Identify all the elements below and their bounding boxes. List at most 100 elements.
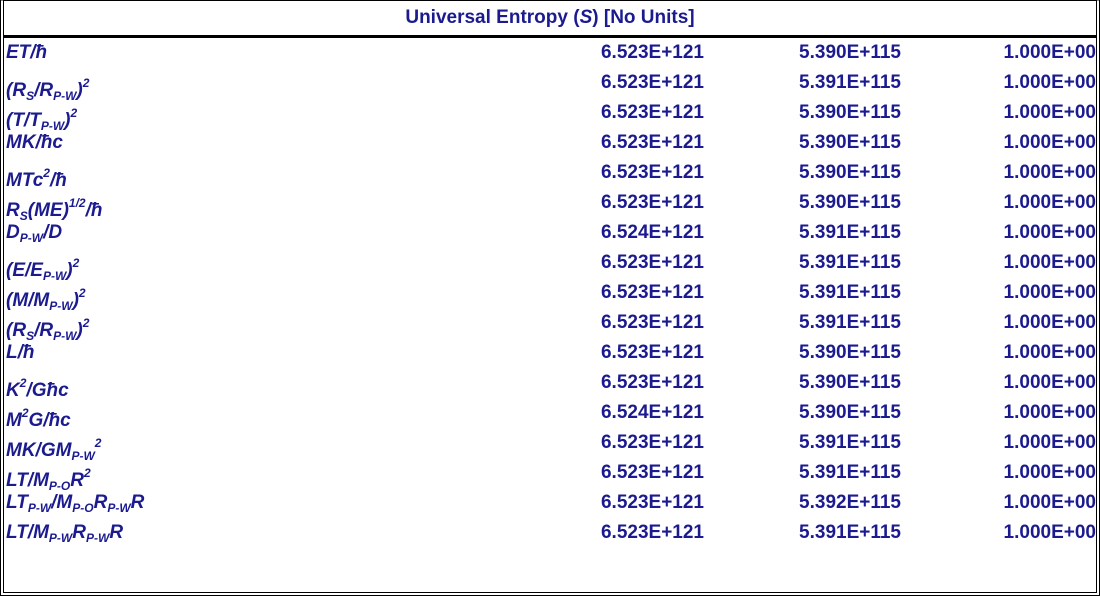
table-row: LT/MP-WRP-WR 6.523E+121 5.391E+115 1.000E+0… bbox=[4, 518, 1096, 548]
table-body: ET/ħ 6.523E+121 5.390E+115 1.000E+00 (RS/RP-… bbox=[4, 38, 1096, 548]
cell-value: 1.000E+00 bbox=[1003, 222, 1096, 243]
row-label: L/ħ bbox=[6, 338, 35, 368]
cell-value: 5.391E+115 bbox=[799, 252, 901, 273]
cell-value: 6.523E+121 bbox=[600, 522, 704, 543]
cell-value: 5.391E+115 bbox=[799, 282, 901, 303]
cell-value: 5.391E+115 bbox=[799, 522, 901, 543]
row-label: DP-W/D bbox=[6, 218, 62, 253]
table-row: M2G/ħc 6.524E+121 5.390E+115 1.000E+00 bbox=[4, 398, 1096, 431]
row-label: ET/ħ bbox=[6, 38, 47, 68]
label-text: L/ħ bbox=[6, 342, 35, 363]
superscript: 2 bbox=[21, 406, 29, 420]
subscript: P-W bbox=[27, 501, 52, 515]
superscript: 2 bbox=[94, 436, 102, 450]
table-row: RS(ME)1/2/ħ 6.523E+121 5.390E+115 1.000E+00 bbox=[4, 188, 1096, 223]
cell-value: 1.000E+00 bbox=[1003, 462, 1096, 483]
cell-value: 5.392E+115 bbox=[799, 492, 901, 513]
label-text: LT bbox=[6, 492, 28, 513]
cell-value: 5.391E+115 bbox=[799, 222, 901, 243]
label-text: ) bbox=[66, 260, 73, 281]
cell-value: 5.390E+115 bbox=[799, 342, 901, 363]
label-text: MTc bbox=[6, 170, 44, 191]
superscript: 2 bbox=[43, 166, 50, 180]
cell-value: 5.391E+115 bbox=[799, 72, 901, 93]
cell-value: 6.523E+121 bbox=[600, 282, 704, 303]
cell-value: 6.523E+121 bbox=[600, 132, 704, 153]
cell-value: 5.390E+115 bbox=[799, 372, 901, 393]
cell-value: 5.390E+115 bbox=[799, 402, 901, 423]
subscript: P-W bbox=[53, 329, 77, 343]
superscript: 2 bbox=[82, 76, 90, 90]
label-text: D bbox=[6, 222, 20, 243]
superscript: 2 bbox=[72, 256, 80, 270]
label-text: MK/ħc bbox=[6, 132, 63, 153]
row-label: MTc2/ħ bbox=[6, 158, 67, 196]
label-text: /M bbox=[51, 492, 73, 513]
table-row: (RS/RP-W)2 6.523E+121 5.391E+115 1.000E+00 bbox=[4, 308, 1096, 343]
row-label: (T/TP-W)2 bbox=[6, 98, 77, 141]
label-text: /R bbox=[34, 80, 54, 101]
row-label: (RS/RP-W)2 bbox=[6, 308, 89, 351]
row-label: LTP-W/MP-ORP-WR bbox=[6, 488, 144, 523]
cell-value: 6.524E+121 bbox=[600, 222, 704, 243]
subscript: P-O bbox=[72, 501, 94, 515]
cell-value: 1.000E+00 bbox=[1003, 492, 1096, 513]
cell-value: 5.390E+115 bbox=[799, 192, 901, 213]
subscript: S bbox=[19, 209, 28, 223]
cell-value: 1.000E+00 bbox=[1003, 282, 1096, 303]
superscript: 2 bbox=[19, 376, 27, 390]
label-text: /Għc bbox=[26, 380, 69, 401]
label-text: R bbox=[109, 522, 124, 543]
label-text: M bbox=[6, 410, 22, 431]
subscript: P-W bbox=[71, 449, 95, 463]
cell-value: 1.000E+00 bbox=[1003, 162, 1096, 183]
table-row: (T/TP-W)2 6.523E+121 5.390E+115 1.000E+00 bbox=[4, 98, 1096, 133]
label-text: R bbox=[70, 470, 84, 491]
cell-value: 1.000E+00 bbox=[1003, 522, 1096, 543]
cell-value: 1.000E+00 bbox=[1003, 132, 1096, 153]
cell-value: 1.000E+00 bbox=[1003, 372, 1096, 393]
label-text: K bbox=[6, 380, 20, 401]
label-text: G/ħc bbox=[28, 410, 71, 431]
label-text: R bbox=[72, 522, 86, 543]
table-row: MTc2/ħ 6.523E+121 5.390E+115 1.000E+00 bbox=[4, 158, 1096, 191]
table-row: (RS/RP-W)2 6.523E+121 5.391E+115 1.000E+00 bbox=[4, 68, 1096, 103]
cell-value: 1.000E+00 bbox=[1003, 402, 1096, 423]
label-text: ) bbox=[76, 320, 83, 341]
label-text: /D bbox=[43, 222, 63, 243]
subscript: P-W bbox=[19, 231, 44, 245]
table-row: (M/MP-W)2 6.523E+121 5.391E+115 1.000E+00 bbox=[4, 278, 1096, 313]
cell-value: 1.000E+00 bbox=[1003, 312, 1096, 333]
label-text: R bbox=[130, 492, 145, 513]
superscript: 2 bbox=[84, 466, 91, 480]
superscript: 2 bbox=[78, 286, 86, 300]
label-text: R bbox=[6, 200, 20, 221]
row-label: (M/MP-W)2 bbox=[6, 278, 86, 321]
cell-value: 1.000E+00 bbox=[1003, 102, 1096, 123]
row-label: MK/ħc bbox=[6, 128, 63, 158]
cell-value: 6.523E+121 bbox=[600, 492, 704, 513]
title-part: Universal Entropy ( bbox=[405, 7, 580, 28]
table-row: L/ħ 6.523E+121 5.390E+115 1.000E+00 bbox=[4, 338, 1096, 368]
subscript: S bbox=[26, 89, 35, 103]
row-label: LT/MP-OR2 bbox=[6, 458, 91, 501]
subscript: S bbox=[26, 329, 35, 343]
cell-value: 6.523E+121 bbox=[600, 312, 704, 333]
label-text: LT/M bbox=[6, 470, 49, 491]
label-text: (R bbox=[6, 80, 27, 101]
table-row: DP-W/D 6.524E+121 5.391E+115 1.000E+00 bbox=[4, 218, 1096, 248]
cell-value: 1.000E+00 bbox=[1003, 192, 1096, 213]
label-text: R bbox=[93, 492, 108, 513]
cell-value: 1.000E+00 bbox=[1003, 432, 1096, 453]
label-text: ET/ħ bbox=[6, 42, 48, 63]
cell-value: 6.523E+121 bbox=[600, 192, 704, 213]
cell-value: 5.390E+115 bbox=[799, 162, 901, 183]
subscript: P-O bbox=[48, 479, 71, 493]
row-label: MK/GMP-W2 bbox=[6, 428, 101, 471]
cell-value: 6.523E+121 bbox=[600, 72, 704, 93]
table-row: ET/ħ 6.523E+121 5.390E+115 1.000E+00 bbox=[4, 38, 1096, 68]
cell-value: 6.524E+121 bbox=[600, 402, 704, 423]
subscript: P-W bbox=[107, 501, 131, 515]
cell-value: 6.523E+121 bbox=[600, 162, 704, 183]
